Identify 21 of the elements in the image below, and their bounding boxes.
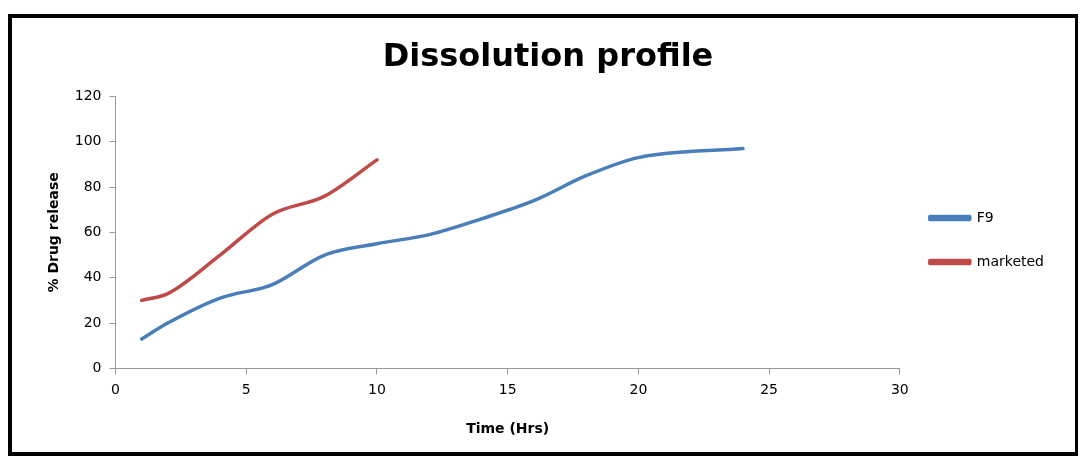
- y-tick-label: 20: [83, 313, 102, 330]
- chart-title: Dissolution profile: [382, 35, 714, 74]
- x-tick-label: 30: [890, 381, 909, 398]
- x-tick-label: 20: [629, 381, 648, 398]
- y-tick-label: 40: [83, 268, 102, 285]
- y-tick-label: 0: [92, 359, 102, 376]
- y-tick-label: 80: [83, 177, 102, 194]
- y-tick-label: 60: [83, 223, 102, 240]
- y-axis-title: % Drug release: [45, 172, 62, 293]
- x-axis-title: Time (Hrs): [466, 420, 550, 437]
- x-tick-label: 10: [368, 381, 386, 398]
- legend-label: F9: [976, 208, 994, 225]
- x-tick-label: 5: [241, 381, 251, 398]
- x-tick-label: 25: [760, 381, 779, 398]
- line-series: [139, 158, 379, 303]
- x-tick-label: 15: [498, 381, 517, 398]
- x-tick-label: 0: [111, 381, 120, 398]
- y-tick-label: 120: [74, 87, 102, 104]
- line-series: [139, 146, 745, 341]
- legend-label: marketed: [976, 252, 1044, 269]
- y-tick-label: 100: [74, 132, 102, 149]
